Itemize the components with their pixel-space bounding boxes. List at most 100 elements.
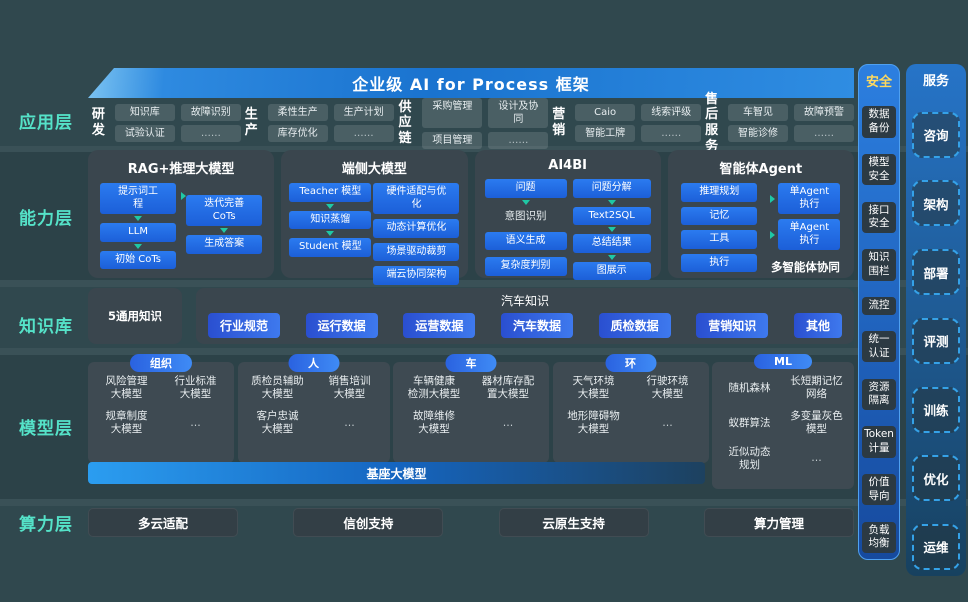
flow-node[interactable]: 总结结果 — [572, 234, 651, 253]
security-item[interactable]: 数据 备份 — [862, 106, 896, 138]
app-chip[interactable]: 库存优化 — [267, 125, 328, 142]
service-item[interactable]: 优化 — [912, 455, 960, 502]
knowledge-chip[interactable]: 行业规范 — [208, 313, 281, 338]
agent-exec-node[interactable]: 单Agent 执行 — [778, 183, 841, 214]
app-chip[interactable]: 车智见 — [728, 104, 788, 121]
security-item[interactable]: 流控 — [862, 297, 896, 315]
edge-flow-left: Teacher 模型 知识蒸馏 Student 模型 — [289, 183, 372, 257]
model-grid: 车辆健康 检测大模型 器材库存配 置大模型 故障维修 大模型 … — [398, 375, 544, 437]
model-group-pill[interactable]: 人 — [288, 354, 339, 372]
service-rail: 服务 咨询 架构 部署 评测 训练 优化 运维 — [906, 64, 966, 576]
knowledge-chip[interactable]: 质检数据 — [598, 313, 671, 338]
compute-layer-row: 多云适配 信创支持 云原生支持 算力管理 — [88, 508, 854, 537]
model-group-pill[interactable]: 车 — [445, 354, 497, 372]
model-group-pill[interactable]: ML — [754, 354, 812, 369]
rag-flow-left: 提示词工 程 LLM 初始 CoTs — [100, 183, 177, 269]
knowledge-chip[interactable]: 运营数据 — [403, 313, 476, 338]
arrow-down-icon — [326, 203, 335, 209]
chip-grid: 采购管理 设计及协同 项目管理 …… — [422, 97, 549, 149]
feature-item[interactable]: 端云协同架构 — [373, 266, 460, 285]
security-item[interactable]: 知识 围栏 — [862, 249, 896, 281]
service-item[interactable]: 部署 — [912, 249, 960, 296]
app-chip[interactable]: 项目管理 — [422, 131, 483, 149]
arrow-right-icon — [770, 194, 776, 203]
app-group-label: 供应 链 — [398, 99, 412, 146]
chip-grid: Caio 线索评级 智能工牌 …… — [575, 104, 702, 142]
flow-node[interactable]: 生成答案 — [186, 235, 263, 254]
flow-node[interactable]: Teacher 模型 — [289, 183, 372, 202]
flow-node[interactable]: 问题分解 — [572, 179, 651, 198]
feature-item[interactable]: 场景驱动裁剪 — [373, 242, 460, 261]
flow-node[interactable]: 语义生成 — [484, 231, 567, 250]
app-chip[interactable]: 试验认证 — [114, 125, 175, 142]
agent-exec-node[interactable]: 单Agent 执行 — [778, 219, 841, 250]
knowledge-chip[interactable]: 其他 — [793, 313, 842, 338]
arrow-down-icon — [607, 227, 616, 232]
flow-node[interactable]: 复杂度判别 — [484, 257, 567, 276]
agent-component[interactable]: 工具 — [681, 230, 758, 249]
model-item-more: … — [662, 416, 673, 429]
flow-node[interactable]: Student 模型 — [289, 238, 372, 257]
app-chip[interactable]: 知识库 — [114, 104, 175, 121]
edge-feature-list: 硬件适配与优 化 动态计算优化 场景驱动裁剪 端云协同架构 — [373, 183, 460, 285]
flow-node[interactable]: 问题 — [484, 179, 567, 198]
security-item[interactable]: 负载 均衡 — [862, 521, 896, 553]
app-chip[interactable]: 线索评级 — [641, 104, 702, 121]
app-chip[interactable]: 柔性生产 — [267, 104, 328, 121]
app-chip-more[interactable]: …… — [641, 125, 702, 142]
app-chip[interactable]: 智能诊修 — [728, 125, 788, 142]
service-item[interactable]: 运维 — [912, 523, 960, 570]
model-group-pill[interactable]: 组织 — [130, 354, 192, 372]
model-item: 车辆健康 检测大模型 — [407, 375, 461, 401]
security-item[interactable]: 价值 导向 — [862, 473, 896, 506]
app-chip-more[interactable]: …… — [488, 131, 549, 149]
compute-chip-xinchuang[interactable]: 信创支持 — [293, 508, 444, 537]
security-item[interactable]: 接口 安全 — [862, 201, 896, 233]
app-chip-more[interactable]: …… — [180, 125, 241, 142]
app-chip[interactable]: 采购管理 — [422, 97, 483, 128]
flow-node[interactable]: 知识蒸馏 — [289, 210, 372, 229]
agent-component[interactable]: 记忆 — [681, 206, 758, 225]
feature-item[interactable]: 硬件适配与优 化 — [373, 183, 460, 214]
security-item[interactable]: 资源 隔离 — [862, 378, 896, 410]
app-chip[interactable]: 故障预警 — [794, 104, 854, 121]
knowledge-chip[interactable]: 汽车数据 — [500, 313, 573, 338]
compute-chip-management[interactable]: 算力管理 — [703, 508, 854, 537]
app-chip[interactable]: Caio — [575, 104, 636, 121]
layer-label-knowledge: 知识库 — [19, 317, 73, 337]
service-item[interactable]: 评测 — [912, 317, 960, 364]
model-group-pill[interactable]: 环 — [605, 354, 656, 372]
flow-node[interactable]: 初始 CoTs — [100, 250, 177, 269]
agent-component[interactable]: 推理规划 — [681, 183, 758, 202]
flow-node[interactable]: LLM — [100, 223, 177, 242]
service-item[interactable]: 咨询 — [912, 111, 960, 158]
flow-node[interactable]: 图展示 — [572, 261, 651, 280]
app-chip[interactable]: 设计及协同 — [488, 97, 549, 128]
agent-component[interactable]: 执行 — [681, 253, 758, 272]
feature-item[interactable]: 动态计算优化 — [373, 219, 460, 238]
app-chip[interactable]: 生产计划 — [333, 104, 394, 121]
agent-caption: 多智能体协同 — [770, 260, 840, 274]
security-item[interactable]: 模型 安全 — [862, 154, 896, 186]
flow-node[interactable]: Text2SQL — [572, 206, 651, 225]
compute-chip-cloudnative[interactable]: 云原生支持 — [498, 508, 649, 537]
app-chip-more[interactable]: …… — [333, 125, 394, 142]
flow-node[interactable]: 提示词工 程 — [100, 183, 177, 214]
app-chip[interactable]: 智能工牌 — [575, 125, 636, 142]
model-grid: 质检员辅助 大模型 销售培训 大模型 客户忠诚 大模型 … — [243, 375, 385, 437]
agent-exec-row: 单Agent 执行 — [770, 183, 841, 214]
app-chip-more[interactable]: …… — [794, 125, 854, 142]
app-chip[interactable]: 故障识别 — [180, 104, 241, 121]
security-item[interactable]: Token 计量 — [862, 426, 896, 458]
service-item[interactable]: 架构 — [912, 180, 960, 227]
model-grid: 天气环境 大模型 行驶环境 大模型 地形障碍物 大模型 … — [558, 375, 704, 437]
knowledge-chip[interactable]: 营销知识 — [696, 313, 769, 338]
service-item[interactable]: 训练 — [912, 386, 960, 433]
model-item: 天气环境 大模型 — [572, 375, 615, 401]
band-divider — [0, 280, 968, 287]
cap-box-agent: 智能体Agent 推理规划 记忆 工具 执行 单Agent 执行 单Agent … — [667, 150, 854, 278]
knowledge-chip[interactable]: 运行数据 — [305, 313, 378, 338]
security-item[interactable]: 统一 认证 — [862, 331, 896, 363]
compute-chip-multicloud[interactable]: 多云适配 — [88, 508, 238, 537]
flow-node[interactable]: 迭代完善 CoTs — [186, 195, 263, 226]
